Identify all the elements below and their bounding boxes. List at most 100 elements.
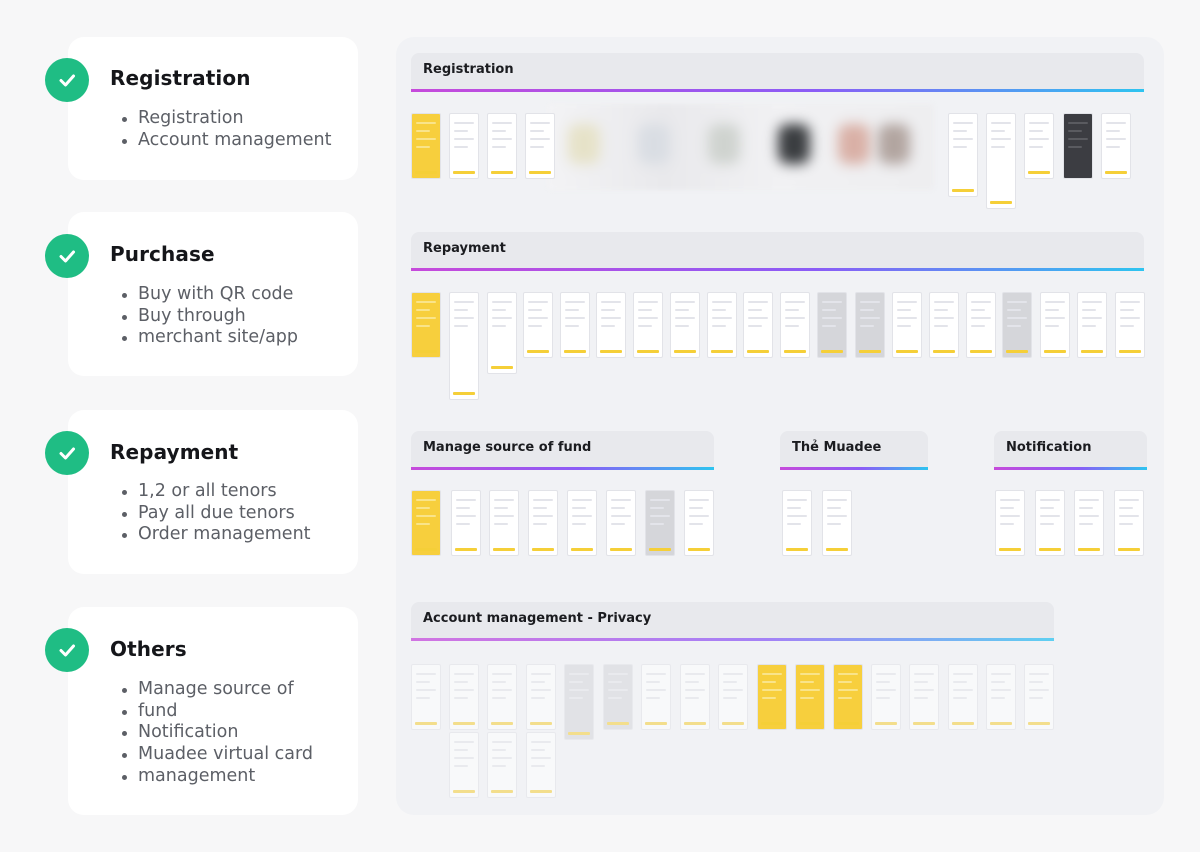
screen-thumbnail [986, 664, 1016, 730]
section-title: Repayment [423, 241, 506, 256]
screen-thumbnail [606, 490, 636, 556]
category-list: Manage source of fund Notification Muade… [118, 679, 313, 788]
list-item: Muadee virtual card [118, 744, 313, 766]
list-item: Buy with QR code [118, 284, 298, 306]
screen-thumbnail [487, 664, 517, 730]
screen-thumbnail [707, 292, 737, 358]
list-item: Pay all due tenors [118, 503, 311, 525]
list-item: Account management [118, 130, 331, 152]
section-repayment: Repayment [411, 232, 1144, 271]
category-card-repayment [68, 410, 358, 574]
screen-thumbnail [641, 664, 671, 730]
screen-thumbnail [411, 113, 441, 179]
screen-thumbnail [564, 664, 594, 740]
screen-thumbnail [1115, 292, 1145, 358]
screen-thumbnail [451, 490, 481, 556]
screen-thumbnail [757, 664, 787, 730]
screen-thumbnail [528, 490, 558, 556]
screen-thumbnail [1074, 490, 1104, 556]
screen-thumbnail [1002, 292, 1032, 358]
list-item: Manage source of [118, 679, 313, 701]
list-item: Buy through [118, 306, 298, 328]
section-the-muadee: Thẻ Muadee [780, 431, 928, 470]
section-title: Registration [423, 62, 514, 77]
screen-thumbnail [718, 664, 748, 730]
screen-thumbnail [487, 292, 517, 374]
screen-thumbnail [822, 490, 852, 556]
screen-thumbnail [645, 490, 675, 556]
section-registration: Registration [411, 53, 1144, 92]
list-item-continued: management [118, 766, 313, 788]
check-icon [45, 628, 89, 672]
list-item: 1,2 or all tenors [118, 481, 311, 503]
screen-thumbnail [449, 292, 479, 400]
screen-thumbnail [411, 490, 441, 556]
screen-thumbnail [633, 292, 663, 358]
screen-thumbnail [567, 490, 597, 556]
category-title: Repayment [110, 440, 239, 464]
blurred-screens [548, 104, 934, 190]
section-title: Notification [1006, 440, 1092, 455]
screen-thumbnail [1063, 113, 1093, 179]
section-manage-source-of-fund: Manage source of fund [411, 431, 714, 470]
screen-thumbnail [743, 292, 773, 358]
category-card-registration [68, 37, 358, 180]
screen-thumbnail [948, 664, 978, 730]
screen-thumbnail [684, 490, 714, 556]
screen-thumbnail [855, 292, 885, 358]
screen-thumbnail [487, 732, 517, 798]
screen-thumbnail [780, 292, 810, 358]
screen-thumbnail [782, 490, 812, 556]
screen-thumbnail [986, 113, 1016, 209]
screen-thumbnail [929, 292, 959, 358]
screen-thumbnail [411, 664, 441, 730]
category-title: Registration [110, 66, 251, 90]
screen-thumbnail [1040, 292, 1070, 358]
screen-thumbnail [449, 732, 479, 798]
screen-thumbnail [487, 113, 517, 179]
check-icon [45, 234, 89, 278]
screen-thumbnail [892, 292, 922, 358]
category-list: Registration Account management [118, 108, 331, 151]
screen-thumbnail [526, 732, 556, 798]
screen-thumbnail [523, 292, 553, 358]
screen-thumbnail [1077, 292, 1107, 358]
screen-thumbnail [795, 664, 825, 730]
list-item: Notification [118, 722, 313, 744]
screen-thumbnail [1114, 490, 1144, 556]
screen-thumbnail [833, 664, 863, 730]
screen-thumbnail [449, 664, 479, 730]
section-notification: Notification [994, 431, 1147, 470]
screen-thumbnail [449, 113, 479, 179]
section-title: Manage source of fund [423, 440, 592, 455]
list-item: Order management [118, 524, 311, 546]
screen-thumbnail [817, 292, 847, 358]
screen-thumbnail [948, 113, 978, 197]
screen-thumbnail [1024, 664, 1054, 730]
category-card-purchase [68, 212, 358, 376]
check-icon [45, 58, 89, 102]
screen-thumbnail [871, 664, 901, 730]
screen-thumbnail [489, 490, 519, 556]
list-item-continued: merchant site/app [118, 327, 298, 349]
screen-thumbnail [966, 292, 996, 358]
screen-thumbnail [603, 664, 633, 730]
category-title: Purchase [110, 242, 215, 266]
screen-thumbnail [526, 664, 556, 730]
screen-thumbnail [1035, 490, 1065, 556]
check-icon [45, 431, 89, 475]
screen-thumbnail [1024, 113, 1054, 179]
screen-thumbnail [411, 292, 441, 358]
screen-thumbnail [1101, 113, 1131, 179]
category-list: 1,2 or all tenors Pay all due tenors Ord… [118, 481, 311, 546]
category-list: Buy with QR code Buy through merchant si… [118, 284, 298, 349]
screen-thumbnail [560, 292, 590, 358]
screen-thumbnail [680, 664, 710, 730]
category-card-others [68, 607, 358, 815]
screen-thumbnail [596, 292, 626, 358]
screen-thumbnail [995, 490, 1025, 556]
section-account-management-privacy: Account management - Privacy [411, 602, 1054, 641]
list-item-continued: fund [118, 701, 313, 723]
screen-thumbnail [525, 113, 555, 179]
list-item: Registration [118, 108, 331, 130]
